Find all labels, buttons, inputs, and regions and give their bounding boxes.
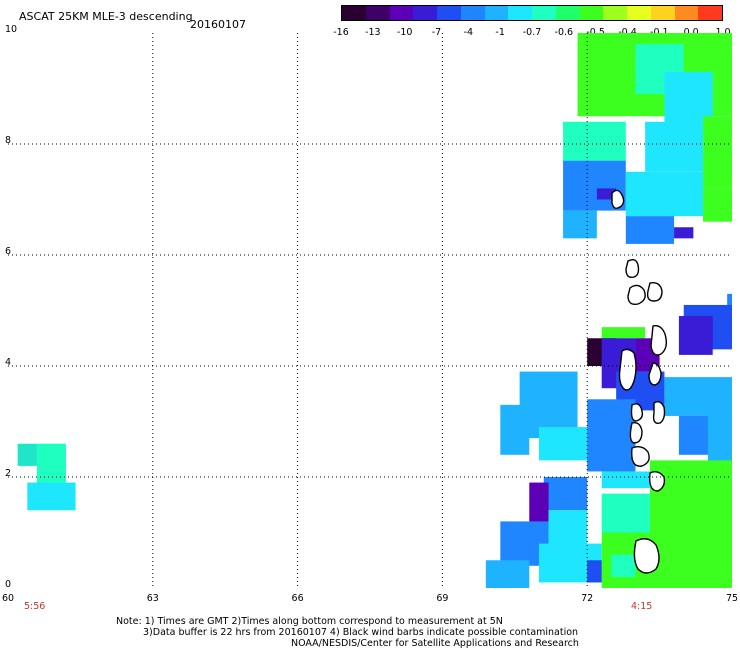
- wind-cell: [563, 210, 597, 239]
- colorbar-cell: [437, 6, 461, 20]
- colorbar-cell: [579, 6, 604, 20]
- wind-cell: [17, 443, 37, 466]
- colorbar-label: -0.6: [554, 27, 574, 38]
- wind-cell: [678, 316, 713, 355]
- island-outline: [646, 281, 663, 302]
- wind-cell: [548, 510, 588, 550]
- colorbar-label: -4: [463, 27, 474, 38]
- wind-cell: [649, 460, 732, 533]
- y-tick-label: 8: [5, 135, 12, 146]
- island-outline: [625, 258, 640, 279]
- colorbar-label: -10: [396, 27, 413, 38]
- colorbar-cell: [627, 6, 651, 20]
- wind-cell: [563, 121, 626, 161]
- y-tick-label: 6: [5, 246, 12, 257]
- island-outline: [652, 400, 666, 424]
- x-tick-label: 60: [1, 593, 15, 604]
- wind-cell: [601, 327, 646, 339]
- colorbar-cell: [484, 6, 509, 20]
- colorbar-cell: [532, 6, 556, 20]
- x-tick-label: 66: [291, 593, 304, 604]
- island-outline: [648, 470, 666, 492]
- y-tick-label: 4: [5, 357, 12, 368]
- time-left: 5:56: [24, 601, 46, 612]
- colorbar-cell: [698, 6, 722, 20]
- wind-cell: [36, 443, 66, 489]
- colorbar-cell: [650, 6, 675, 20]
- colorbar-label: -16: [333, 27, 349, 38]
- colorbar-cell: [674, 6, 699, 20]
- colorbar-label: -13: [365, 27, 381, 38]
- island-outline: [611, 189, 625, 210]
- wind-cell: [611, 554, 636, 577]
- colorbar-label: -0.4: [618, 27, 637, 38]
- x-tick-label: 72: [581, 593, 594, 604]
- note-line-2: 3)Data buffer is 22 hrs from 20160107 4)…: [143, 627, 579, 638]
- wind-cell: [538, 427, 588, 461]
- wind-cell: [625, 171, 704, 217]
- island-outline: [630, 403, 644, 422]
- island-outline: [633, 538, 660, 574]
- x-tick-label: 69: [436, 593, 449, 604]
- wind-cell: [625, 216, 675, 244]
- wind-cell: [27, 482, 76, 511]
- colorbar-cell: [603, 6, 627, 20]
- coastline-islands: [611, 189, 668, 574]
- colorbar-label: -0.7: [522, 27, 542, 38]
- wind-cell: [601, 493, 650, 533]
- colorbar-label: -1: [495, 27, 505, 38]
- wind-cell: [703, 188, 732, 222]
- map-plot: [8, 33, 732, 588]
- wind-cell: [543, 477, 588, 511]
- island-outline: [629, 421, 643, 444]
- colorbar: [341, 5, 723, 21]
- y-tick-label: 2: [5, 468, 12, 479]
- map-date: 20160107: [190, 18, 246, 31]
- wind-cell: [674, 227, 694, 239]
- map-title: ASCAT 25KM MLE-3 descending: [19, 10, 193, 23]
- wind-cell: [596, 188, 617, 200]
- colorbar-label: -0.5: [586, 27, 605, 38]
- wind-cell: [529, 482, 549, 527]
- wind-cell: [587, 399, 636, 472]
- colorbar-cell: [365, 6, 390, 20]
- grid-lines: [8, 33, 732, 588]
- colorbar-cell: [389, 6, 414, 20]
- colorbar-label: 0.0: [683, 27, 699, 38]
- wind-cell: [601, 471, 650, 489]
- note-line-3: NOAA/NESDIS/Center for Satellite Applica…: [291, 638, 579, 649]
- map-canvas: [8, 33, 732, 588]
- time-right: 4:15: [631, 601, 653, 612]
- island-outline: [648, 362, 662, 386]
- x-tick-label: 63: [146, 593, 159, 604]
- colorbar-label: -0.1: [650, 27, 669, 38]
- wind-cell: [703, 116, 732, 189]
- island-outline: [627, 284, 646, 306]
- wind-cell: [500, 404, 530, 455]
- colorbar-cell: [460, 6, 485, 20]
- scatterometer-cells: [17, 33, 732, 588]
- wind-cell: [485, 560, 530, 588]
- x-tick-label: 75: [725, 593, 739, 604]
- colorbar-cell: [508, 6, 532, 20]
- island-outline: [631, 445, 650, 467]
- island-outline: [650, 324, 668, 356]
- y-tick-label: 0: [5, 579, 12, 590]
- y-tick-label: 10: [5, 24, 18, 35]
- island-outline: [618, 348, 637, 391]
- colorbar-label: 1.0: [715, 27, 731, 38]
- colorbar-cell: [342, 6, 366, 20]
- colorbar-label: -7: [431, 27, 442, 38]
- colorbar-cell: [413, 6, 437, 20]
- colorbar-labels: -16 -13 -10 -7 -4 -1 -0.7 -0.6 -0.5 -0.4 -0.1 0.0 1.…: [333, 27, 730, 39]
- note-line-1: Note: 1) Times are GMT 2)Times along bot…: [116, 616, 503, 627]
- colorbar-cell: [555, 6, 580, 20]
- wind-cell: [645, 121, 704, 172]
